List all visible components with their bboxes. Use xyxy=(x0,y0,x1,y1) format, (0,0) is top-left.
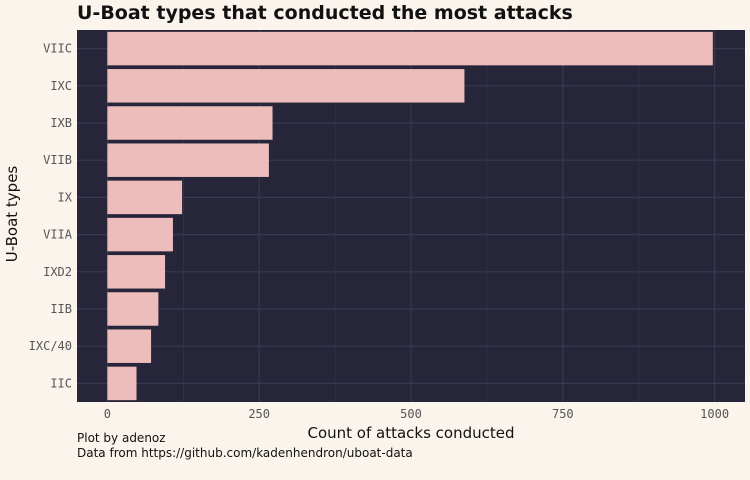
bar-viib xyxy=(107,143,269,177)
x-axis-label: Count of attacks conducted xyxy=(307,424,515,442)
x-tick-label: 250 xyxy=(248,407,270,421)
y-tick-label: IXB xyxy=(50,116,72,130)
y-tick-label: VIIB xyxy=(43,153,72,167)
bar-viic xyxy=(107,31,713,66)
y-tick-label: IXC/40 xyxy=(29,339,72,353)
x-tick-label: 0 xyxy=(104,407,111,421)
x-tick-label: 750 xyxy=(552,407,574,421)
caption-author: Plot by adenoz xyxy=(77,431,166,445)
y-tick-label: IX xyxy=(58,190,73,204)
bar-ixb xyxy=(107,106,273,140)
x-tick-label: 1000 xyxy=(700,407,729,421)
y-tick-label: IXC xyxy=(50,79,72,93)
bar-iib xyxy=(107,292,159,326)
y-tick-label: VIIA xyxy=(43,228,73,242)
bar-ixc xyxy=(107,69,465,103)
y-tick-label: IIC xyxy=(50,376,72,390)
y-tick-label: VIIC xyxy=(43,42,72,56)
bar-ix xyxy=(107,180,183,215)
y-axis-label: U-Boat types xyxy=(3,165,21,263)
caption-source: Data from https://github.com/kadenhendro… xyxy=(77,446,413,460)
chart-title: U-Boat types that conducted the most att… xyxy=(77,2,573,24)
bar-ixd2 xyxy=(107,255,166,289)
bar-iic xyxy=(107,366,137,401)
bar-ixc-40 xyxy=(107,329,152,363)
bar-viia xyxy=(107,217,173,252)
y-tick-label: IXD2 xyxy=(43,265,72,279)
y-tick-label: IIB xyxy=(50,302,72,316)
x-tick-label: 500 xyxy=(400,407,422,421)
